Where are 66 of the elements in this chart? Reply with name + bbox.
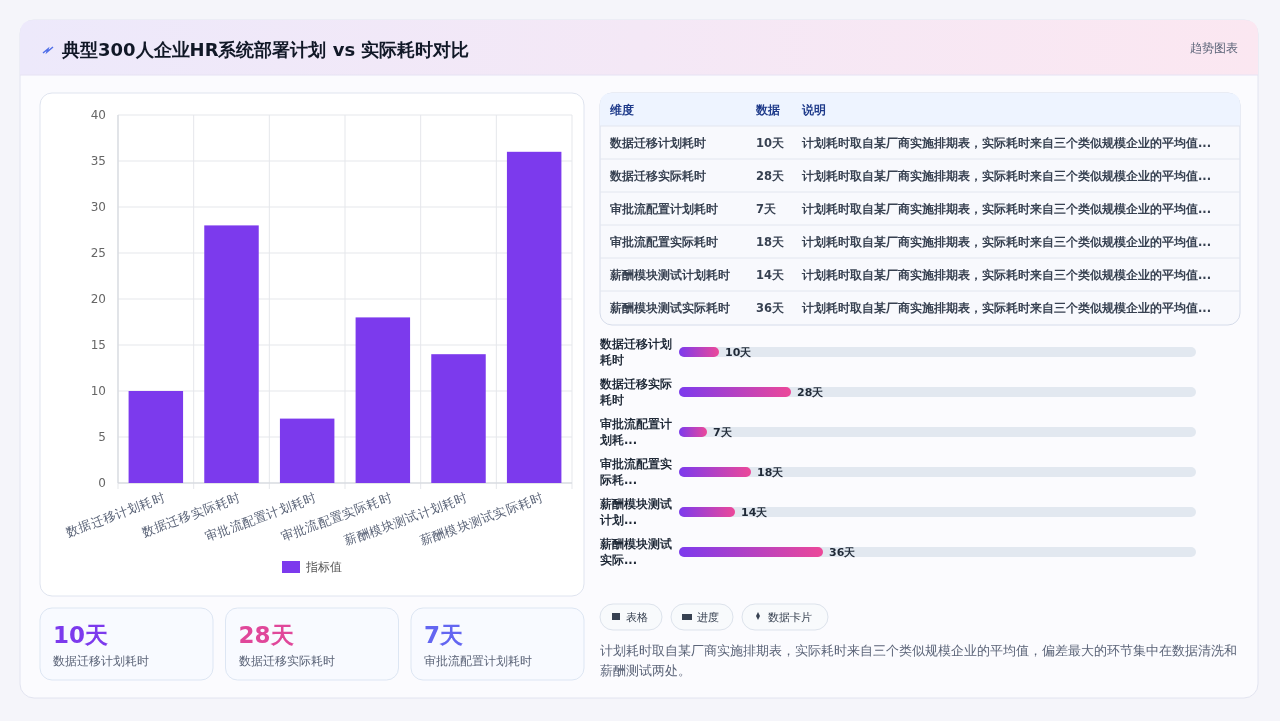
text: 计划耗时取自某厂商实施排期表，实际耗时来自三个类似规模企业的平均值... <box>801 301 1212 315</box>
text: 计划耗时取自某厂商实施排期表，实际耗时来自三个类似规模企业的平均值... <box>801 169 1212 183</box>
text: 18天 <box>756 235 785 249</box>
legend-label: 指标值 <box>305 560 342 574</box>
y-tick-label: 0 <box>98 476 106 490</box>
y-tick-label: 5 <box>98 430 106 444</box>
bar <box>679 347 719 357</box>
bar <box>679 507 735 517</box>
text: 14天 <box>756 268 785 282</box>
text: 数据 <box>755 103 780 117</box>
y-tick-label: 数据迁移实际耗时 <box>599 377 672 407</box>
text: 表格 <box>626 611 648 624</box>
y-tick-label: 10 <box>90 384 106 398</box>
text: 说明 <box>801 103 826 117</box>
y-tick-label: 20 <box>90 292 106 306</box>
y-tick-label: 薪酬模块测试实际... <box>599 537 672 567</box>
text: 维度 <box>609 103 634 117</box>
bar <box>679 427 707 437</box>
y-tick-label: 40 <box>90 108 106 122</box>
bar <box>355 317 411 483</box>
text: 进度 <box>697 611 719 624</box>
bar <box>128 391 184 483</box>
text: 计划耗时取自某厂商实施排期表，实际耗时来自三个类似规模企业的平均值，偏差最大的环节集中在数据清洗和薪酬测试两处。 <box>600 642 1238 680</box>
category-label: 数据迁移实际耗时 <box>609 169 706 183</box>
y-tick-label: 审批流配置实际耗... <box>600 457 672 487</box>
bar <box>204 225 259 483</box>
text: 10天 <box>756 136 785 150</box>
text: 计划耗时取自某厂商实施排期表，实际耗时来自三个类似规模企业的平均值... <box>801 268 1212 282</box>
category-label: 审批流配置计划耗时 <box>424 654 532 668</box>
bar <box>431 354 486 483</box>
text: 计划耗时取自某厂商实施排期表，实际耗时来自三个类似规模企业的平均值... <box>801 136 1212 150</box>
data-label: 18天 <box>757 466 785 479</box>
chart-title: 典型300人企业HR系统部署计划 vs 实际耗时对比 <box>61 39 470 60</box>
bar <box>679 547 823 557</box>
text: 28天 <box>238 622 294 648</box>
bar <box>679 467 751 477</box>
category-label: 审批流配置计划耗时 <box>610 202 718 216</box>
data-label: 10天 <box>725 346 753 359</box>
y-tick-label: 15 <box>90 338 106 352</box>
category-label: 薪酬模块测试计划耗时 <box>609 268 730 282</box>
category-label: 审批流配置实际耗时 <box>610 235 718 249</box>
y-tick-label: 薪酬模块测试计划... <box>599 497 672 527</box>
bar <box>679 387 791 397</box>
text: 计划耗时取自某厂商实施排期表，实际耗时来自三个类似规模企业的平均值... <box>801 202 1212 216</box>
text: 计划耗时取自某厂商实施排期表，实际耗时来自三个类似规模企业的平均值... <box>801 235 1212 249</box>
y-tick-label: 25 <box>90 246 106 260</box>
y-tick-label: 35 <box>90 154 106 168</box>
text: 28天 <box>756 169 785 183</box>
text: 7天 <box>424 622 464 648</box>
data-label: 36天 <box>829 546 857 559</box>
y-tick-label: 数据迁移计划耗时 <box>599 337 672 367</box>
category-label: 数据迁移实际耗时 <box>238 654 335 668</box>
data-label: 28天 <box>797 386 825 399</box>
y-tick-label: 审批流配置计划耗... <box>599 417 672 447</box>
y-tick-label: 30 <box>90 200 106 214</box>
text: 36天 <box>756 301 785 315</box>
category-label: 数据迁移计划耗时 <box>609 136 706 150</box>
bar <box>506 151 562 483</box>
bar <box>279 418 335 483</box>
text: 数据卡片 <box>768 611 812 624</box>
text: 7天 <box>756 202 777 216</box>
data-label: 14天 <box>741 506 769 519</box>
text: 10天 <box>53 622 109 648</box>
category-label: 薪酬模块测试实际耗时 <box>609 301 730 315</box>
data-label: 7天 <box>713 426 733 439</box>
text: 趋势图表 <box>1190 41 1238 55</box>
